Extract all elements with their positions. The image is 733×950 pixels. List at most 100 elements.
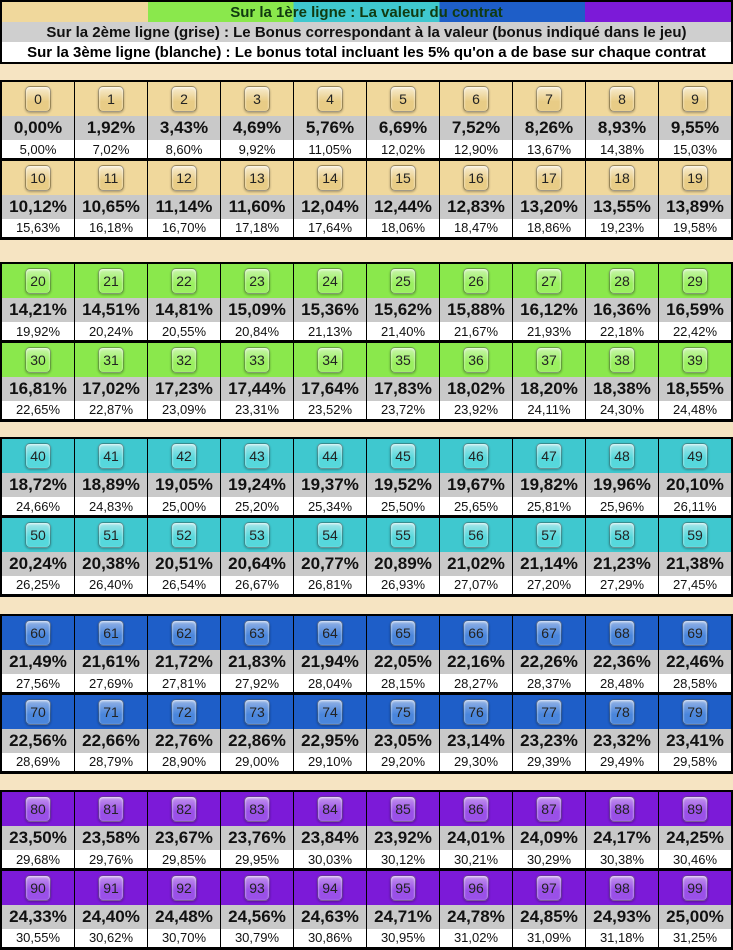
contract-value-cell: 67 <box>513 616 585 650</box>
total-bonus-value-cell: 28,27% <box>440 674 512 692</box>
total-bonus-value-cell: 24,83% <box>75 497 147 515</box>
contract-value-badge: 29 <box>682 268 708 294</box>
bonus-value-cell: 22,76% <box>148 728 220 753</box>
total-bonus-value-cell: 21,67% <box>440 322 512 340</box>
bonus-value-cell: 19,67% <box>440 473 512 497</box>
contract-value-line: 90 91 92 93 94 95 96 97 98 99 <box>2 870 731 905</box>
contract-value-badge: 93 <box>244 874 270 901</box>
contract-value-badge: 13 <box>244 164 270 191</box>
contract-value-badge: 60 <box>25 620 51 646</box>
bonus-value-cell: 14,21% <box>2 298 74 322</box>
bonus-value-line: 21,49% 21,61% 21,72% 21,83% 21,94% 22,05% 22,1… <box>2 650 731 674</box>
contract-value-cell: 26 <box>440 264 512 298</box>
bonus-value-cell: 3,43% <box>148 116 220 140</box>
total-bonus-value-cell: 19,92% <box>2 322 74 340</box>
total-bonus-value-line: 27,56% 27,69% 27,81% 27,92% 28,04% 28,15% 28,2… <box>2 674 731 692</box>
total-bonus-value-cell: 5,00% <box>2 140 74 158</box>
contract-value-badge: 83 <box>244 796 270 822</box>
total-bonus-value-line: 28,69% 28,79% 28,90% 29,00% 29,10% 29,20% 29,3… <box>2 752 731 771</box>
contract-row: 60 61 62 63 64 65 66 67 68 69 21,49% 21,61% 21,72% 21… <box>2 616 731 694</box>
bonus-value-cell: 23,84% <box>294 826 366 850</box>
bonus-value-cell: 14,51% <box>75 298 147 322</box>
contract-value-badge: 8 <box>609 86 635 112</box>
total-bonus-value-cell: 23,31% <box>221 400 293 419</box>
contract-value-badge: 99 <box>682 874 708 901</box>
total-bonus-value-cell: 23,52% <box>294 400 366 419</box>
contract-value-cell: 85 <box>367 792 439 826</box>
contract-value-badge: 15 <box>390 164 416 191</box>
total-bonus-value-cell: 18,86% <box>513 218 585 237</box>
bonus-value-cell: 23,32% <box>586 728 658 753</box>
contract-value-cell: 23 <box>221 264 293 298</box>
contract-value-badge: 35 <box>390 346 416 373</box>
bonus-value-cell: 17,02% <box>75 376 147 401</box>
bonus-value-cell: 18,02% <box>440 376 512 401</box>
contract-value-cell: 65 <box>367 616 439 650</box>
contract-value-badge: 7 <box>536 86 562 112</box>
total-bonus-value-cell: 31,09% <box>513 928 585 947</box>
bonus-value-cell: 19,05% <box>148 473 220 497</box>
total-bonus-value-cell: 30,95% <box>367 928 439 947</box>
contract-value-badge: 76 <box>463 698 489 725</box>
total-bonus-value-cell: 31,25% <box>659 928 731 947</box>
bonus-value-cell: 16,36% <box>586 298 658 322</box>
total-bonus-value-cell: 26,93% <box>367 575 439 594</box>
contract-value-badge: 4 <box>317 86 343 112</box>
total-bonus-value-line: 30,55% 30,62% 30,70% 30,79% 30,86% 30,95% 31,0… <box>2 928 731 947</box>
total-bonus-value-cell: 29,58% <box>659 752 731 771</box>
bonus-value-cell: 21,61% <box>75 650 147 674</box>
contract-value-cell: 95 <box>367 870 439 905</box>
contract-value-cell: 25 <box>367 264 439 298</box>
total-bonus-value-cell: 29,00% <box>221 752 293 771</box>
contract-value-badge: 84 <box>317 796 343 822</box>
total-bonus-value-cell: 25,96% <box>586 497 658 515</box>
bonus-value-cell: 21,02% <box>440 551 512 576</box>
contract-value-badge: 95 <box>390 874 416 901</box>
bonus-value-line: 23,50% 23,58% 23,67% 23,76% 23,84% 23,92% 24,0… <box>2 826 731 850</box>
bonus-value-cell: 12,04% <box>294 194 366 219</box>
contract-value-cell: 79 <box>659 694 731 729</box>
bonus-value-cell: 24,63% <box>294 904 366 929</box>
contract-value-badge: 53 <box>244 521 270 548</box>
contract-value-cell: 21 <box>75 264 147 298</box>
contract-value-badge: 61 <box>98 620 124 646</box>
contract-value-cell: 9 <box>659 82 731 116</box>
bonus-value-cell: 8,26% <box>513 116 585 140</box>
bonus-value-cell: 19,37% <box>294 473 366 497</box>
total-bonus-value-cell: 15,03% <box>659 140 731 158</box>
contract-value-badge: 50 <box>25 521 51 548</box>
contract-value-cell: 31 <box>75 342 147 377</box>
total-bonus-value-cell: 26,54% <box>148 575 220 594</box>
contract-value-cell: 99 <box>659 870 731 905</box>
bonus-value-cell: 4,69% <box>221 116 293 140</box>
contract-value-cell: 3 <box>221 82 293 116</box>
bonus-value-cell: 0,00% <box>2 116 74 140</box>
contract-value-badge: 90 <box>25 874 51 901</box>
total-bonus-value-cell: 29,20% <box>367 752 439 771</box>
contract-block: 60 61 62 63 64 65 66 67 68 69 21,49% 21,61% 21,72% 21… <box>0 614 733 774</box>
contract-value-badge: 77 <box>536 698 562 725</box>
total-bonus-value-cell: 22,65% <box>2 400 74 419</box>
total-bonus-value-cell: 30,21% <box>440 850 512 868</box>
contract-value-badge: 0 <box>25 86 51 112</box>
legend-header: Sur la 1ère ligne : La valeur du contrat… <box>0 0 733 64</box>
bonus-value-cell: 21,49% <box>2 650 74 674</box>
total-bonus-value-cell: 28,04% <box>294 674 366 692</box>
contract-value-cell: 30 <box>2 342 74 377</box>
total-bonus-value-cell: 9,92% <box>221 140 293 158</box>
bonus-value-cell: 24,48% <box>148 904 220 929</box>
contract-value-cell: 81 <box>75 792 147 826</box>
contract-value-cell: 6 <box>440 82 512 116</box>
contract-row: 40 41 42 43 44 45 46 47 48 49 18,72% 18,89% 19,05% 19… <box>2 439 731 517</box>
contract-value-cell: 86 <box>440 792 512 826</box>
contract-value-cell: 28 <box>586 264 658 298</box>
contract-value-cell: 77 <box>513 694 585 729</box>
total-bonus-value-cell: 28,48% <box>586 674 658 692</box>
contract-value-badge: 1 <box>98 86 124 112</box>
contract-value-cell: 49 <box>659 439 731 473</box>
bonus-value-cell: 1,92% <box>75 116 147 140</box>
total-bonus-value-cell: 28,15% <box>367 674 439 692</box>
total-bonus-value-line: 29,68% 29,76% 29,85% 29,95% 30,03% 30,12% 30,2… <box>2 850 731 868</box>
contract-value-badge: 56 <box>463 521 489 548</box>
total-bonus-value-cell: 28,58% <box>659 674 731 692</box>
